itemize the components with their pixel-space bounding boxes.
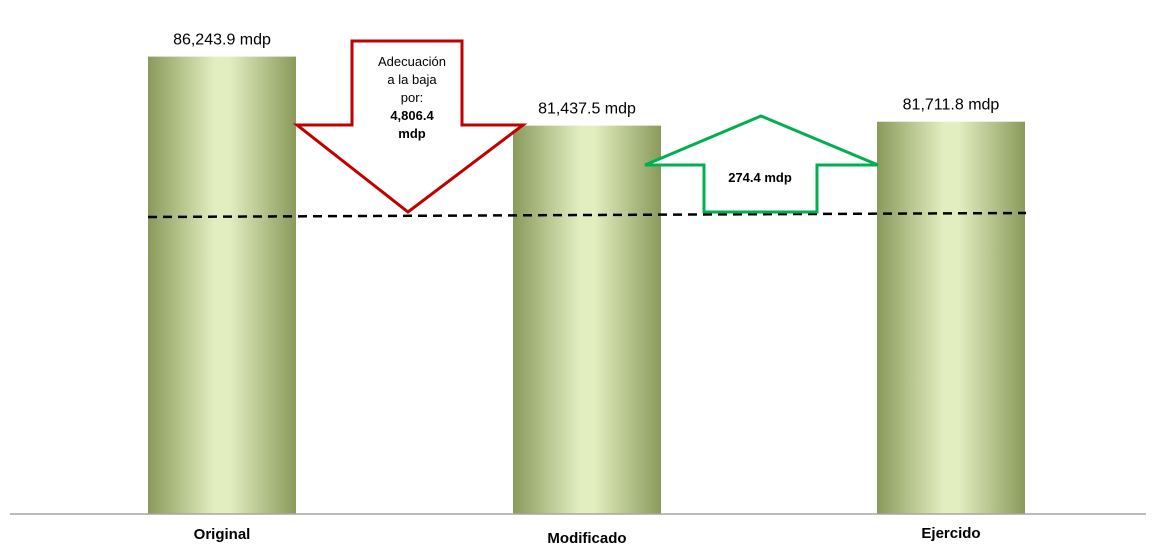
bar-ejercido xyxy=(877,121,1025,514)
increase-annotation: 274.4 mdp xyxy=(644,114,879,214)
decrease-annotation-line: a la baja xyxy=(387,72,437,87)
value-label-modificado: 81,437.5 mdp xyxy=(538,101,636,118)
value-labels-group: 86,243.9 mdp 81,437.5 mdp 81,711.8 mdp xyxy=(173,32,999,118)
value-label-original: 86,243.9 mdp xyxy=(173,32,271,49)
bar-original xyxy=(148,56,296,514)
category-label-ejercido: Ejercido xyxy=(921,525,980,542)
decrease-annotation: Adecuación a la baja por: 4,806.4 mdp xyxy=(292,39,528,214)
decrease-annotation-text: Adecuación a la baja por: 4,806.4 mdp xyxy=(378,54,446,141)
decrease-annotation-line: 4,806.4 xyxy=(390,108,434,123)
decrease-annotation-line: Adecuación xyxy=(378,54,446,69)
category-labels-group: Original Modificado Ejercido xyxy=(194,525,981,546)
value-label-ejercido: 81,711.8 mdp xyxy=(903,97,1000,114)
reference-dashed-line xyxy=(147,211,1027,219)
up-arrow-icon xyxy=(644,114,879,214)
category-label-original: Original xyxy=(194,526,251,543)
decrease-annotation-line: por: xyxy=(401,90,423,105)
increase-annotation-line: 274.4 mdp xyxy=(728,170,792,185)
increase-annotation-text: 274.4 mdp xyxy=(728,170,792,185)
down-arrow-icon xyxy=(292,39,528,214)
bars-group xyxy=(148,56,1025,514)
category-label-modificado: Modificado xyxy=(547,530,626,546)
bar-modificado xyxy=(513,125,661,514)
decrease-annotation-line: mdp xyxy=(398,126,426,141)
